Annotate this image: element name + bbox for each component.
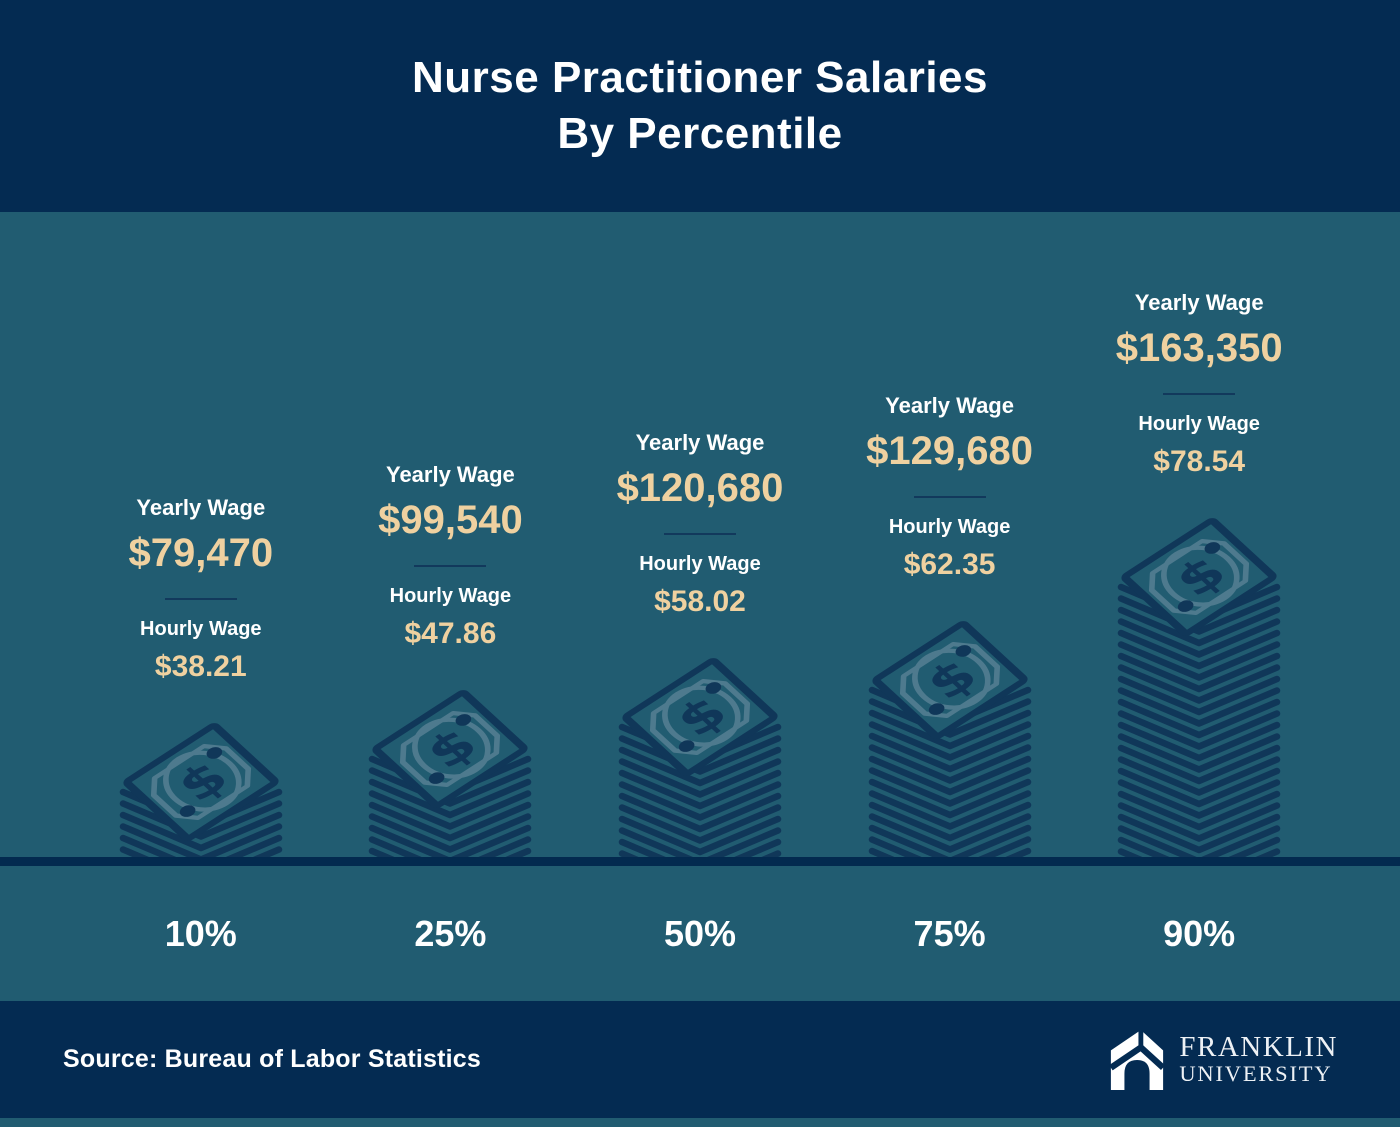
salary-column: Yearly Wage $129,680 Hourly Wage $62.35 … <box>825 393 1075 922</box>
wage-divider <box>164 598 237 600</box>
wage-text-block: Yearly Wage $99,540 Hourly Wage $47.86 <box>378 462 523 651</box>
source-text: Source: Bureau of Labor Statistics <box>63 1045 481 1073</box>
salary-chart: Yearly Wage $79,470 Hourly Wage $38.21 $… <box>0 212 1400 923</box>
wage-divider <box>913 496 986 498</box>
header: Nurse Practitioner Salaries By Percentil… <box>0 0 1400 212</box>
yearly-wage-label: Yearly Wage <box>385 462 515 487</box>
hourly-wage-value: $47.86 <box>404 617 497 650</box>
franklin-university-logo: FRANKLIN UNIVERSITY <box>1108 1028 1338 1092</box>
page-title: Nurse Practitioner Salaries By Percentil… <box>412 50 988 162</box>
percentile-axis: 10% 25% 50% 75% 90% <box>0 866 1400 1001</box>
percentile-label: 10% <box>164 912 237 954</box>
logo-wordmark: FRANKLIN UNIVERSITY <box>1179 1030 1338 1087</box>
page-title-line1: Nurse Practitioner Salaries <box>412 53 988 103</box>
wage-divider <box>663 533 736 535</box>
dollar-bill-stack-icon: $ <box>369 690 532 922</box>
hourly-wage-label: Hourly Wage <box>639 553 761 575</box>
hourly-wage-label: Hourly Wage <box>389 585 512 607</box>
salary-column: Yearly Wage $99,540 Hourly Wage $47.86 $ <box>326 462 576 922</box>
wage-text-block: Yearly Wage $79,470 Hourly Wage $38.21 <box>129 495 274 684</box>
yearly-wage-label: Yearly Wage <box>635 430 765 455</box>
footer: Source: Bureau of Labor Statistics FRANK… <box>0 1001 1400 1118</box>
hourly-wage-value: $38.21 <box>154 650 247 683</box>
yearly-wage-label: Yearly Wage <box>885 393 1014 418</box>
dollar-bill-stack-icon: $ <box>618 658 782 913</box>
wage-divider <box>414 565 487 567</box>
percentile-label: 50% <box>663 912 737 954</box>
money-stack-illustration: $ <box>865 620 1035 922</box>
yearly-wage-label: Yearly Wage <box>1134 290 1264 315</box>
wage-divider <box>1163 393 1236 395</box>
yearly-wage-value: $79,470 <box>128 531 274 575</box>
yearly-wage-label: Yearly Wage <box>136 495 266 520</box>
hourly-wage-value: $58.02 <box>654 585 746 618</box>
page-title-line2: By Percentile <box>557 109 843 158</box>
hourly-wage-label: Hourly Wage <box>1138 413 1260 435</box>
salary-column: Yearly Wage $120,680 Hourly Wage $58.02 … <box>575 430 825 913</box>
wage-text-block: Yearly Wage $163,350 Hourly Wage $78.54 <box>1116 290 1283 479</box>
hourly-wage-label: Hourly Wage <box>888 516 1011 538</box>
money-stack-illustration: $ <box>116 722 286 921</box>
dollar-bill-stack-icon: $ <box>1117 518 1281 923</box>
yearly-wage-value: $129,680 <box>866 429 1033 473</box>
dollar-bill-stack-icon: $ <box>868 621 1031 922</box>
salary-column: Yearly Wage $79,470 Hourly Wage $38.21 $ <box>76 495 326 921</box>
percentile-label: 75% <box>913 912 986 954</box>
percentile-label: 90% <box>1163 912 1236 954</box>
money-stack-illustration: $ <box>365 689 535 922</box>
hourly-wage-label: Hourly Wage <box>140 618 262 640</box>
dollar-bill-stack-icon: $ <box>119 723 283 921</box>
university-arch-icon <box>1109 1029 1166 1090</box>
yearly-wage-value: $120,680 <box>616 466 784 510</box>
money-stack-illustration: $ <box>615 657 785 913</box>
yearly-wage-value: $99,540 <box>378 498 523 542</box>
hourly-wage-value: $62.35 <box>903 548 996 581</box>
salary-column: Yearly Wage $163,350 Hourly Wage $78.54 … <box>1074 290 1324 923</box>
yearly-wage-value: $163,350 <box>1115 326 1283 370</box>
wage-text-block: Yearly Wage $129,680 Hourly Wage $62.35 <box>866 393 1033 582</box>
wage-text-block: Yearly Wage $120,680 Hourly Wage $58.02 <box>617 430 784 619</box>
percentile-label: 25% <box>414 912 487 954</box>
logo-line2: UNIVERSITY <box>1179 1061 1333 1087</box>
logo-line1: FRANKLIN <box>1179 1030 1338 1063</box>
hourly-wage-value: $78.54 <box>1153 445 1246 478</box>
money-stack-illustration: $ <box>1114 517 1284 923</box>
